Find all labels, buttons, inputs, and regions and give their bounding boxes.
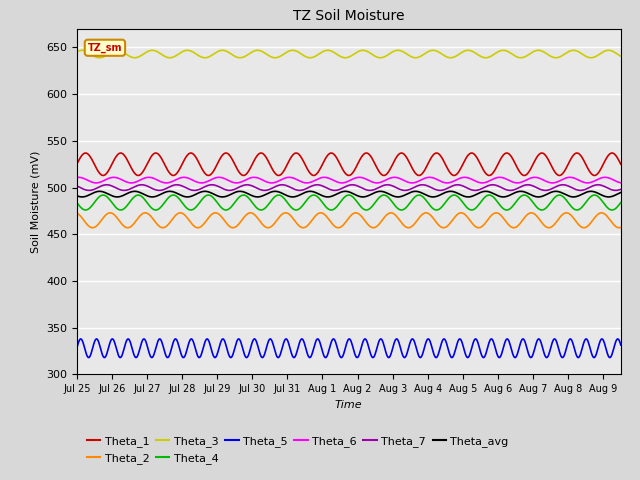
Theta_3 <box>617 53 625 59</box>
Theta_6 <box>106 175 114 181</box>
Theta_1 <box>487 172 495 178</box>
Theta_5 <box>543 355 550 360</box>
Line: Theta_7: Theta_7 <box>77 185 621 191</box>
Theta_6 <box>404 180 412 185</box>
Text: TZ_sm: TZ_sm <box>88 43 122 53</box>
Theta_5 <box>107 337 115 343</box>
Theta_avg <box>447 189 454 194</box>
Theta_1 <box>73 161 81 167</box>
Theta_6 <box>198 180 205 186</box>
Line: Theta_1: Theta_1 <box>77 153 621 176</box>
Title: TZ Soil Moisture: TZ Soil Moisture <box>293 10 404 24</box>
Theta_3 <box>420 51 428 57</box>
Theta_7 <box>543 188 550 193</box>
Theta_3 <box>289 48 296 53</box>
Theta_7 <box>390 183 397 189</box>
Theta_5 <box>617 342 625 348</box>
Theta_avg <box>390 193 397 199</box>
Theta_1 <box>421 167 429 173</box>
Line: Theta_5: Theta_5 <box>77 339 621 358</box>
Theta_avg <box>420 191 428 197</box>
Theta_2 <box>543 224 550 230</box>
Theta_4 <box>487 192 495 198</box>
Theta_6 <box>421 175 429 181</box>
Theta_avg <box>289 194 296 200</box>
Theta_6 <box>543 179 550 184</box>
Line: Theta_2: Theta_2 <box>77 213 621 228</box>
Theta_6 <box>355 174 363 180</box>
Line: Theta_4: Theta_4 <box>77 195 621 210</box>
Line: Theta_6: Theta_6 <box>77 177 621 183</box>
Theta_3 <box>73 49 81 55</box>
Y-axis label: Soil Moisture (mV): Soil Moisture (mV) <box>30 150 40 253</box>
Theta_7 <box>106 182 114 188</box>
Theta_4 <box>73 200 81 205</box>
Theta_1 <box>152 150 159 156</box>
Theta_7 <box>243 182 251 188</box>
Theta_3 <box>487 53 495 59</box>
Theta_6 <box>487 177 495 183</box>
Theta_4 <box>390 202 398 207</box>
Theta_4 <box>543 204 550 210</box>
Theta_1 <box>106 165 114 170</box>
Theta_1 <box>310 173 317 179</box>
Theta_4 <box>106 197 114 203</box>
X-axis label: Time: Time <box>335 400 363 409</box>
Theta_5 <box>93 336 100 342</box>
Theta_2 <box>106 210 114 216</box>
Theta_1 <box>617 161 625 167</box>
Theta_5 <box>404 346 412 351</box>
Theta_4 <box>617 200 625 205</box>
Theta_3 <box>390 48 397 54</box>
Theta_7 <box>401 188 409 193</box>
Theta_6 <box>617 180 625 186</box>
Theta_avg <box>487 190 495 195</box>
Theta_7 <box>421 182 429 188</box>
Theta_2 <box>73 210 81 216</box>
Theta_5 <box>487 336 495 342</box>
Theta_2 <box>335 225 342 230</box>
Line: Theta_avg: Theta_avg <box>77 192 621 197</box>
Theta_avg <box>617 190 625 195</box>
Theta_2 <box>492 210 500 216</box>
Theta_1 <box>390 158 398 164</box>
Line: Theta_3: Theta_3 <box>77 50 621 58</box>
Theta_7 <box>73 183 81 189</box>
Theta_3 <box>447 55 454 60</box>
Theta_3 <box>543 51 550 57</box>
Theta_2 <box>404 225 412 230</box>
Theta_7 <box>487 182 495 188</box>
Theta_2 <box>617 225 625 230</box>
Theta_5 <box>73 346 81 351</box>
Theta_4 <box>404 202 412 208</box>
Theta_4 <box>310 192 317 198</box>
Theta_avg <box>543 192 550 197</box>
Theta_6 <box>73 175 81 180</box>
Theta_4 <box>152 207 159 213</box>
Theta_5 <box>421 344 429 349</box>
Theta_7 <box>404 187 412 193</box>
Theta_7 <box>617 186 625 192</box>
Theta_3 <box>106 50 114 56</box>
Theta_1 <box>543 154 550 160</box>
Theta_1 <box>404 158 412 164</box>
Theta_avg <box>106 192 114 198</box>
Theta_4 <box>421 196 429 202</box>
Theta_2 <box>486 214 494 220</box>
Legend: Theta_1, Theta_2, Theta_3, Theta_4, Theta_5, Theta_6, Theta_7, Theta_avg: Theta_1, Theta_2, Theta_3, Theta_4, Thet… <box>83 432 513 468</box>
Theta_5 <box>132 355 140 360</box>
Theta_avg <box>404 191 412 196</box>
Theta_3 <box>404 52 412 58</box>
Theta_avg <box>73 193 81 199</box>
Theta_6 <box>390 174 398 180</box>
Theta_5 <box>390 340 398 346</box>
Theta_2 <box>390 211 397 216</box>
Theta_2 <box>420 210 428 216</box>
